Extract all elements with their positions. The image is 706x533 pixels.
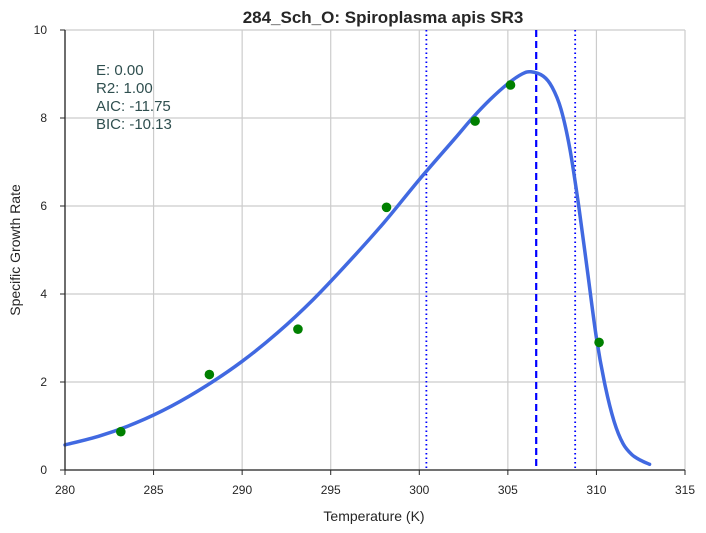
x-tick-label: 300 [409, 483, 429, 497]
data-point [293, 324, 303, 335]
y-tick-label: 6 [40, 199, 47, 213]
x-tick-label: 280 [55, 483, 75, 497]
y-tick-label: 2 [40, 375, 47, 389]
x-tick-label: 285 [144, 483, 164, 497]
data-point [470, 116, 480, 126]
axes [60, 29, 686, 475]
y-tick-label: 0 [40, 463, 47, 477]
data-point [594, 337, 604, 348]
data-point [116, 426, 126, 437]
data-point [381, 202, 392, 213]
data-point [505, 80, 516, 90]
data-points [116, 80, 604, 437]
x-axis-label: Temperature (K) [323, 508, 424, 524]
fit-curve-line [63, 69, 652, 467]
chart-title: 284_Sch_O: Spiroplasma apis SR3 [243, 8, 524, 27]
y-tick-label: 8 [40, 111, 47, 125]
x-tick-label: 295 [321, 483, 341, 497]
grid-lines [64, 29, 686, 471]
data-point [204, 369, 215, 380]
y-tick-label: 4 [40, 287, 47, 301]
x-tick-labels: 280 285 290 295 300 305 310 315 [55, 483, 695, 497]
annotation-e: E: 0.00 [96, 62, 144, 79]
x-tick-label: 315 [675, 483, 695, 497]
annotation-aic: AIC: -11.75 [96, 98, 171, 115]
x-tick-label: 290 [232, 483, 252, 497]
y-tick-labels: 0 2 4 6 8 10 [34, 23, 48, 477]
y-axis-label: Specific Growth Rate [7, 184, 23, 316]
y-tick-label: 10 [34, 23, 48, 37]
annotation-r2: R2: 1.00 [96, 80, 153, 97]
annotation-bic: BIC: -10.13 [96, 116, 172, 133]
reference-lines [425, 30, 577, 470]
x-tick-label: 310 [586, 483, 606, 497]
x-tick-label: 305 [498, 483, 518, 497]
